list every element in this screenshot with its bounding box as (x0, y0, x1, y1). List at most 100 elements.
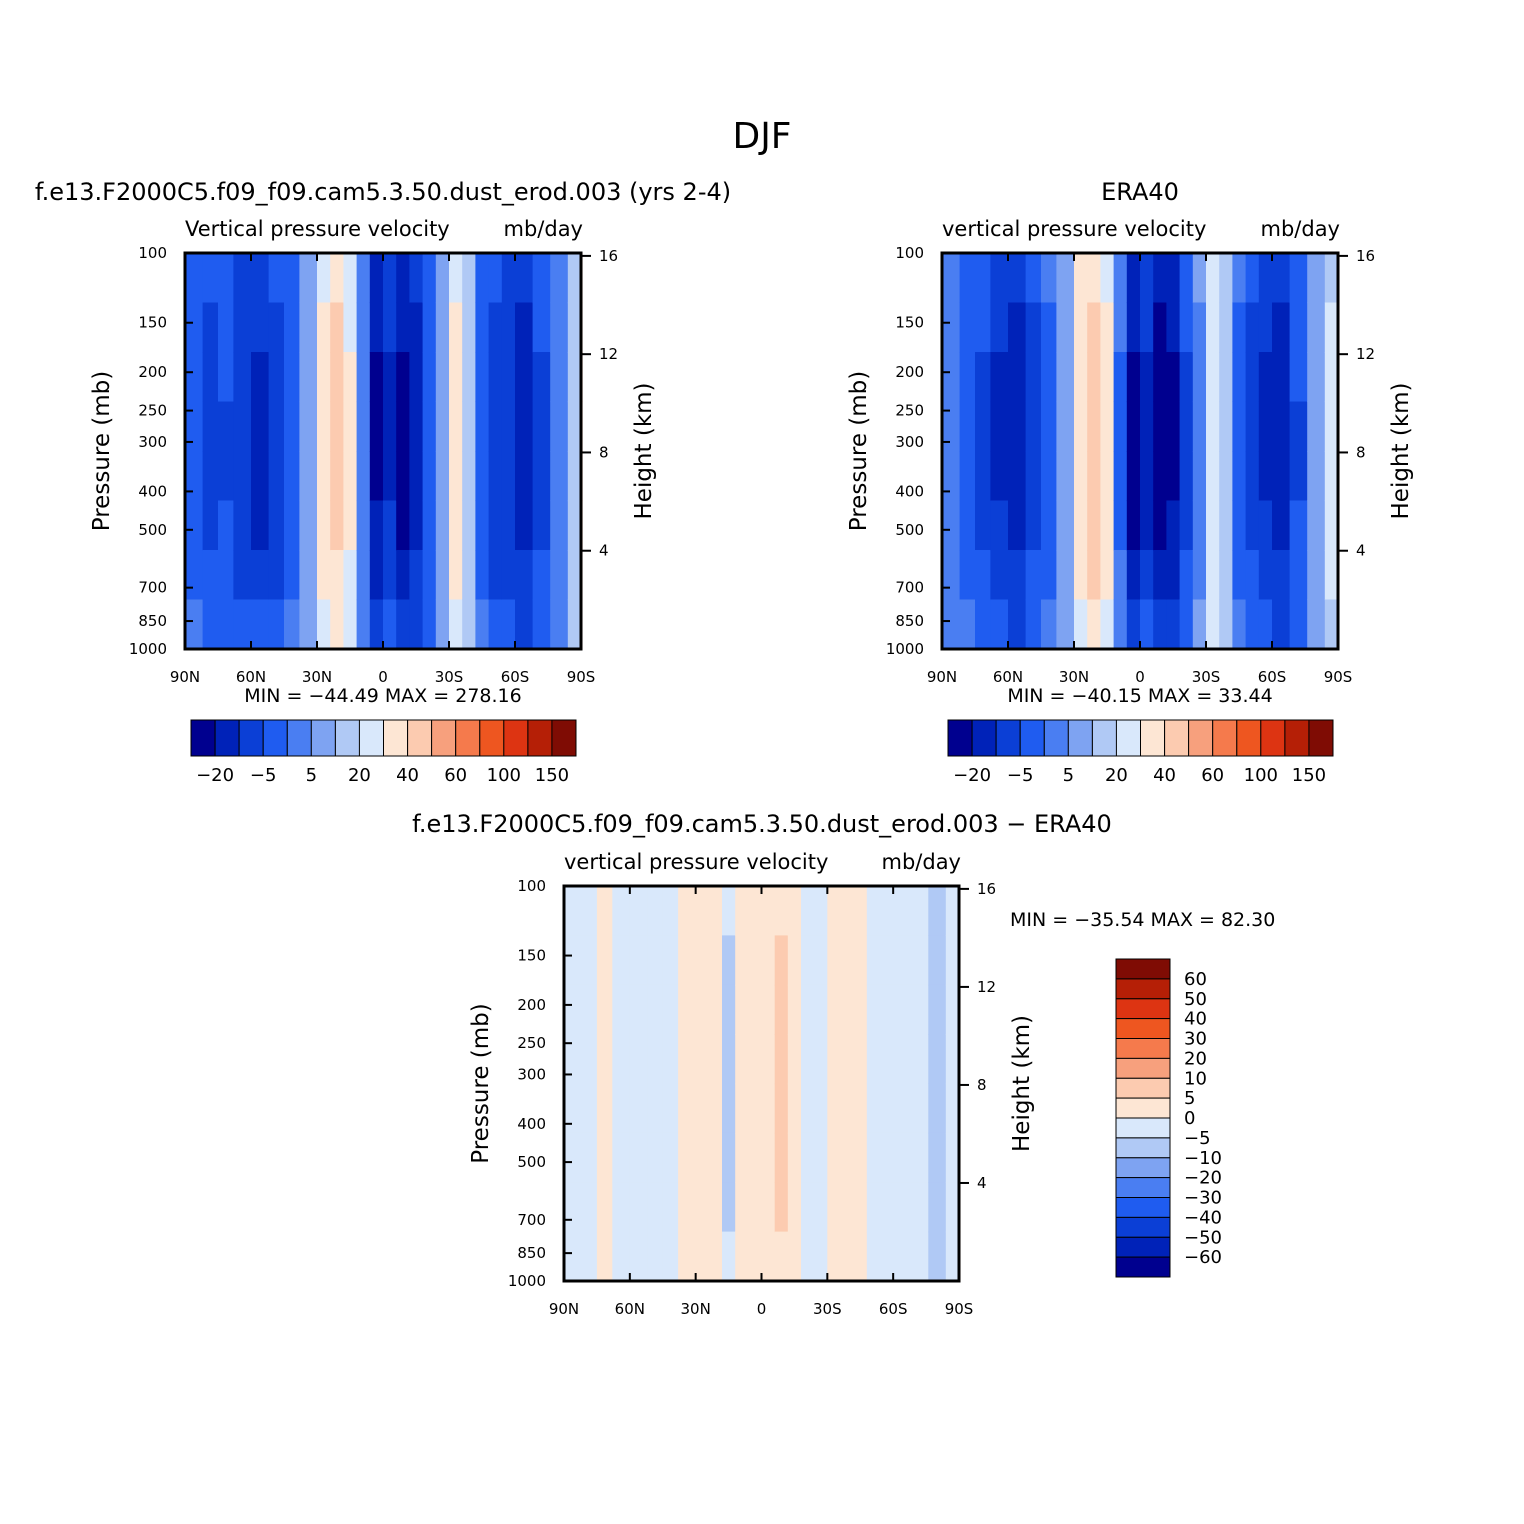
x-tick-label: 60N (993, 668, 1023, 686)
data-cell (774, 1034, 789, 1085)
data-cell (1179, 302, 1194, 353)
data-cell (840, 935, 855, 986)
y-tick-label: 1000 (129, 640, 167, 658)
data-cell (1258, 500, 1273, 551)
data-cell (233, 599, 252, 650)
data-cell (910, 1231, 929, 1282)
data-cell (1025, 550, 1042, 601)
data-cell (515, 500, 534, 551)
panel-subtitle-left: vertical pressure velocity (942, 217, 1206, 241)
data-cell (1041, 253, 1057, 304)
data-cell (1140, 302, 1154, 353)
data-cell (532, 451, 551, 502)
y-axis-label: Pressure (mb) (89, 371, 115, 531)
data-cell (612, 984, 631, 1035)
x-tick-label: 30N (1059, 668, 1089, 686)
colorbar-swatch (1067, 719, 1093, 757)
data-cell (567, 401, 582, 452)
data-cell (840, 886, 855, 936)
data-cell (647, 1132, 664, 1183)
data-cell (761, 1132, 776, 1183)
y2-axis-label: Height (km) (631, 382, 657, 519)
data-cell (1272, 550, 1291, 601)
data-cell (185, 550, 204, 601)
data-cell (581, 935, 598, 986)
data-cell (1056, 599, 1075, 650)
data-cell (185, 352, 204, 403)
data-cell (774, 1083, 789, 1134)
data-cell (1289, 599, 1308, 650)
data-cell (928, 1083, 947, 1134)
data-cell (515, 451, 534, 502)
y-tick-label: 250 (517, 1034, 546, 1052)
colorbar-swatch (1115, 998, 1171, 1020)
data-cell (708, 1182, 723, 1233)
data-cell (501, 451, 516, 502)
data-cell (435, 302, 450, 353)
data-cell (1113, 599, 1128, 650)
stats-text: MIN = −35.54 MAX = 82.30 (1010, 909, 1275, 931)
data-cell (910, 1132, 929, 1183)
data-cell (678, 935, 697, 986)
data-cell (880, 1132, 894, 1183)
stats-text: MIN = −40.15 MAX = 33.44 (1007, 685, 1272, 707)
y-tick-label: 250 (895, 402, 924, 420)
colorbar-label: 100 (487, 765, 521, 786)
data-cell (942, 352, 961, 403)
data-cell (462, 352, 476, 403)
data-cell (1232, 352, 1247, 403)
data-cell (801, 1034, 815, 1085)
data-cell (866, 935, 881, 986)
data-cell (317, 599, 331, 650)
data-cell (722, 1034, 736, 1085)
data-cell (567, 253, 582, 304)
colorbar-swatch (1115, 719, 1142, 757)
data-cell (488, 500, 503, 551)
data-cell (532, 302, 551, 353)
data-cell (1289, 550, 1308, 601)
data-cell (422, 451, 437, 502)
data-cell (462, 401, 476, 452)
colorbar-swatch (214, 719, 240, 757)
colorbar-label: 150 (1292, 765, 1326, 786)
data-cell (801, 1231, 815, 1282)
panel-diff: f.e13.F2000C5.f09_f09.cam5.3.50.dust_ero… (412, 810, 1275, 1318)
panel-subtitle-left: Vertical pressure velocity (185, 217, 450, 241)
data-cell (299, 253, 318, 304)
data-cell (202, 550, 219, 601)
data-cell (612, 1132, 631, 1183)
data-cell (567, 302, 582, 353)
data-cell (910, 984, 929, 1035)
data-cell (1153, 253, 1167, 304)
data-cell (462, 550, 476, 601)
data-cell (330, 451, 344, 502)
y-tick-label: 400 (895, 482, 924, 500)
data-cell (396, 599, 410, 650)
data-cell (1289, 302, 1308, 353)
colorbar-label: 10 (1184, 1068, 1207, 1089)
data-cell (1041, 451, 1057, 502)
data-cell (1232, 550, 1247, 601)
data-cell (268, 401, 285, 452)
data-cell (774, 935, 789, 986)
data-cell (695, 984, 710, 1035)
data-cell (1056, 500, 1075, 551)
data-cell (356, 500, 371, 551)
data-cell (251, 253, 270, 304)
data-cell (1025, 451, 1042, 502)
y-tick-label: 500 (895, 521, 924, 539)
y-tick-label: 400 (517, 1115, 546, 1133)
data-cell (356, 550, 371, 601)
data-cell (564, 1083, 583, 1134)
data-cell (1272, 401, 1291, 452)
data-cell (910, 1034, 929, 1085)
data-cell (1025, 401, 1042, 452)
data-cell (1140, 401, 1154, 452)
data-cell (1258, 401, 1273, 452)
colorbar-label: −5 (1184, 1128, 1211, 1149)
data-cell (678, 1231, 697, 1282)
data-cell (422, 550, 437, 601)
colorbar-swatch (1164, 719, 1190, 757)
data-cell (1087, 253, 1101, 304)
data-cell (910, 1182, 929, 1233)
